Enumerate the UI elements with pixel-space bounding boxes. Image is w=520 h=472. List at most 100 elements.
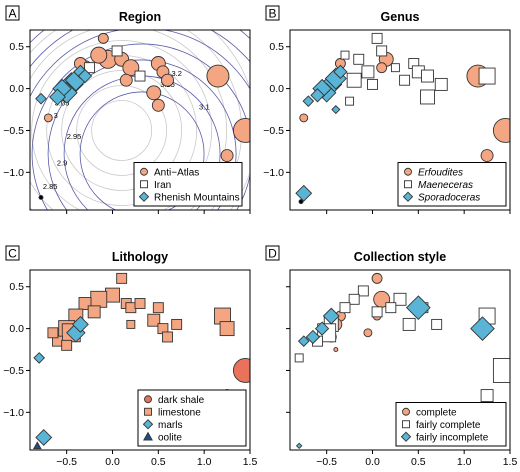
data-point	[97, 32, 109, 44]
x-tick-label: −0.5	[316, 456, 337, 468]
data-point	[147, 313, 161, 327]
x-tick-label: 0.5	[151, 456, 166, 468]
y-tick-label: −1.0	[3, 167, 24, 179]
panel-b: B Genus 0.5 0.0 −0.5 −1.0 Erfoudites Maeneceras…	[263, 5, 511, 214]
panel-title: Region	[119, 10, 161, 24]
data-point	[478, 67, 496, 85]
data-point	[434, 77, 448, 91]
legend-marker	[404, 180, 412, 189]
data-point	[232, 358, 250, 383]
data-point	[90, 290, 108, 308]
x-tick-label: 1.0	[197, 456, 212, 468]
legend-label: oolite	[158, 432, 182, 443]
legend-label: Anti−Atlas	[154, 167, 199, 178]
x-tick-label: 1.5	[503, 456, 518, 468]
legend-marker	[144, 407, 152, 416]
data-point	[38, 194, 44, 200]
data-point	[480, 149, 494, 163]
data-point	[390, 63, 400, 73]
contour-line-grey	[76, 85, 168, 176]
data-point	[61, 339, 73, 351]
data-point	[333, 347, 339, 352]
legend-marker	[143, 431, 153, 441]
data-point	[310, 88, 325, 103]
data-point	[294, 353, 304, 363]
data-point	[333, 64, 348, 79]
data-point	[361, 65, 375, 79]
y-tick-label: 0.0	[269, 83, 284, 95]
data-point	[298, 199, 304, 205]
data-point	[134, 70, 146, 82]
data-point	[295, 442, 303, 450]
panel-letter-box	[5, 245, 20, 261]
data-point	[492, 118, 510, 143]
contour-line	[30, 30, 250, 44]
panel-d: D Collection style −0.5 0.0 0.5 1.0 1.5 complet…	[265, 245, 518, 468]
panel-c: C Lithology −0.5 0.0 0.5 1.0 1.5 0.5 0.0 −0.5 −1.0…	[3, 245, 258, 468]
data-point	[219, 321, 235, 337]
data-point	[405, 295, 431, 321]
panel-letter-box	[265, 245, 280, 261]
panel-title: Lithology	[112, 250, 168, 264]
plot-frame	[29, 269, 251, 451]
legend-label: fairly incomplete	[416, 432, 489, 443]
y-tick-label: −0.5	[3, 125, 24, 137]
data-point	[33, 352, 46, 364]
data-point	[32, 441, 42, 450]
legend-label: Iran	[154, 180, 171, 191]
data-point	[431, 318, 443, 330]
y-tick-label: −1.0	[3, 407, 24, 419]
legend-label: fairly complete	[416, 420, 481, 431]
legend-marker	[402, 407, 410, 416]
data-point	[220, 149, 234, 163]
panel-letter-text: B	[268, 7, 276, 21]
legend-marker	[404, 167, 412, 176]
y-tick-label: 0.5	[269, 41, 284, 53]
data-point	[371, 272, 383, 284]
data-point	[90, 46, 108, 64]
data-point	[116, 272, 128, 284]
data-point	[295, 184, 313, 202]
plot-frame	[289, 269, 511, 451]
data-point	[105, 287, 120, 303]
contour-line	[79, 91, 205, 210]
data-point	[146, 85, 162, 101]
data-point	[111, 45, 123, 57]
panel-letter-box	[5, 5, 20, 21]
legend-label: Erfoudites	[418, 167, 463, 178]
contour-line-grey	[91, 100, 153, 161]
legend-label: Rhenish Mountains	[154, 192, 240, 203]
data-point	[171, 318, 183, 330]
legend-label: limestone	[158, 407, 201, 418]
panel-title: Genus	[381, 10, 420, 24]
data-point	[77, 68, 93, 84]
contour-label: 2.9	[57, 159, 67, 168]
data-point	[345, 96, 355, 106]
legend-label: marls	[158, 420, 182, 431]
x-tick-label: −0.5	[56, 456, 77, 468]
data-point	[232, 118, 250, 143]
data-point	[71, 315, 89, 333]
legend-marker	[402, 191, 414, 202]
data-point	[357, 285, 369, 297]
points-layer	[32, 272, 250, 450]
panel-title: Collection style	[354, 250, 446, 264]
contour-label: 3.1	[199, 103, 209, 112]
contour-line	[47, 59, 237, 210]
contour-label: 3	[54, 111, 58, 120]
y-tick-label: −0.5	[263, 125, 284, 137]
contour-label: 3.2	[171, 69, 181, 78]
legend-marker	[400, 431, 412, 442]
x-tick-label: 0.0	[365, 456, 380, 468]
data-point	[399, 74, 411, 86]
panel-letter: B	[265, 5, 280, 21]
contour-line-grey	[61, 70, 183, 191]
x-tick-label: 1.0	[457, 456, 472, 468]
contour-line-grey	[30, 30, 228, 210]
panel-letter-text: D	[268, 247, 277, 261]
contour-label: 3.05	[55, 98, 70, 107]
x-tick-label: 1.5	[243, 456, 258, 468]
